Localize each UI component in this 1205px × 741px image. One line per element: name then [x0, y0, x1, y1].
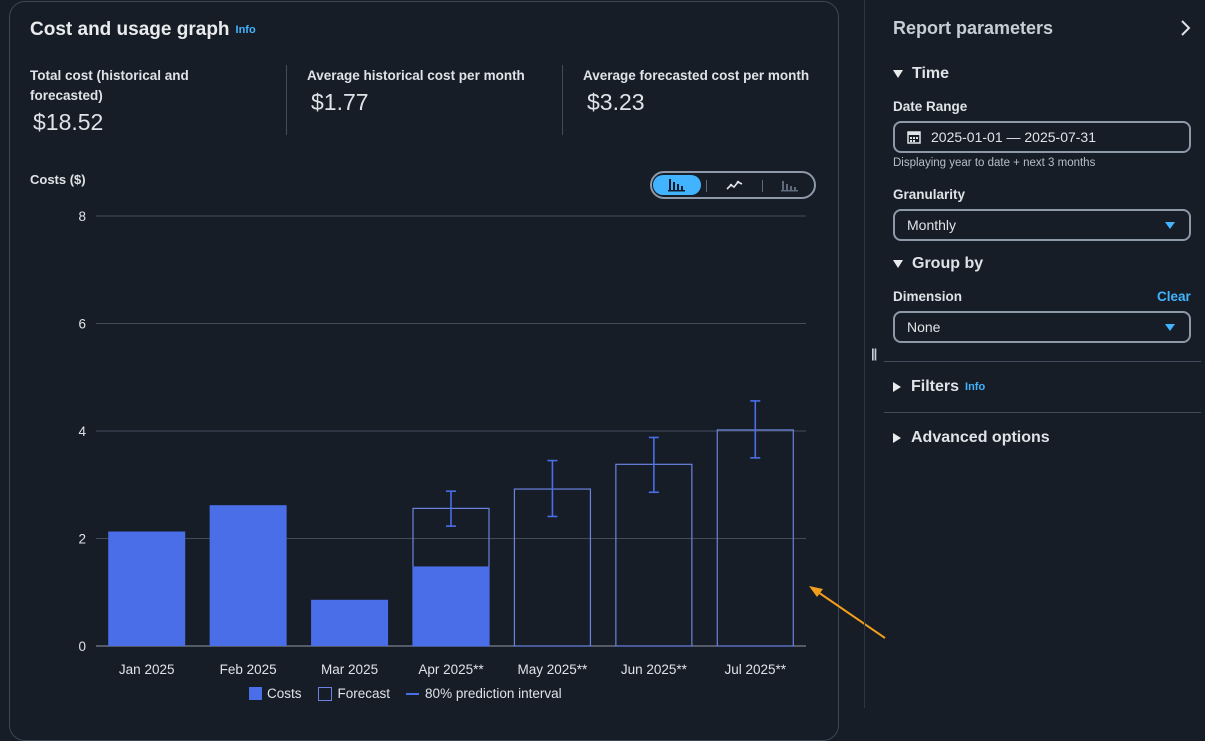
- caret-down-icon: [893, 70, 903, 78]
- stat-divider: [562, 65, 563, 135]
- bar-chart-icon: [668, 179, 685, 192]
- dimension-label: Dimension: [893, 289, 963, 304]
- legend-interval[interactable]: 80% prediction interval: [406, 686, 562, 701]
- stat-total-cost: Total cost (historical and forecasted) $…: [30, 66, 189, 136]
- panel-title: Cost and usage graph Info: [30, 19, 256, 41]
- chart-type-toggle: [650, 171, 816, 199]
- x-tick-label: Jan 2025: [119, 662, 175, 677]
- stat-label: Average forecasted cost per month: [583, 68, 810, 83]
- section-divider: [884, 361, 1201, 362]
- stat-avg-forecast: Average forecasted cost per month $3.23: [583, 66, 809, 116]
- legend-interval-label: 80% prediction interval: [425, 686, 562, 701]
- line-chart-button[interactable]: [711, 175, 759, 195]
- x-tick-label: May 2025**: [518, 662, 589, 677]
- section-divider: [884, 412, 1201, 413]
- stat-value: $18.52: [33, 109, 104, 135]
- dimension-value: None: [907, 319, 941, 335]
- x-tick-label: Jul 2025**: [725, 662, 787, 677]
- date-range-value: 2025-01-01 — 2025-07-31: [931, 129, 1097, 145]
- dimension-select[interactable]: None: [893, 311, 1191, 343]
- dropdown-caret-icon: [1165, 222, 1175, 229]
- y-tick-label: 2: [78, 532, 86, 547]
- stat-divider: [286, 65, 287, 135]
- clear-link[interactable]: Clear: [1157, 289, 1191, 304]
- filters-label: Filters: [911, 378, 960, 395]
- forecast-bar: [716, 429, 794, 647]
- y-tick-label: 4: [78, 424, 86, 439]
- stat-avg-historical: Average historical cost per month $1.77: [307, 66, 525, 116]
- stacked-bar-chart-button[interactable]: [766, 175, 814, 195]
- legend-costs-label: Costs: [267, 686, 302, 701]
- chart-legend: Costs Forecast 80% prediction interval: [249, 686, 578, 701]
- line-chart-icon: [726, 180, 743, 190]
- interval-swatch: [406, 692, 420, 695]
- x-tick-label: Feb 2025: [220, 662, 277, 677]
- toggle-separator: [762, 180, 763, 192]
- bar-chart-button[interactable]: [653, 175, 701, 195]
- resize-handle[interactable]: ||: [871, 346, 877, 361]
- calendar-icon: [907, 131, 921, 144]
- y-axis-label: Costs ($): [30, 172, 86, 187]
- x-tick-label: Mar 2025: [321, 662, 378, 677]
- filters-section-toggle[interactable]: Filters Info: [893, 378, 985, 396]
- time-section-label: Time: [912, 65, 950, 82]
- granularity-value: Monthly: [907, 217, 957, 233]
- stat-value: $3.23: [587, 89, 645, 115]
- caret-right-icon: [893, 433, 901, 443]
- advanced-options-label: Advanced options: [911, 429, 1050, 446]
- legend-costs[interactable]: Costs: [249, 686, 302, 701]
- panel-title-text: Cost and usage graph: [30, 19, 230, 40]
- legend-forecast-label: Forecast: [337, 686, 391, 701]
- granularity-select[interactable]: Monthly: [893, 209, 1191, 241]
- stat-label-line: Total cost (historical and: [30, 68, 189, 83]
- cost-bar: [108, 531, 186, 646]
- stacked-bar-chart-icon: [781, 181, 798, 192]
- stat-label-line: forecasted): [30, 88, 103, 103]
- stat-label: Total cost (historical and forecasted): [30, 66, 189, 106]
- date-range-hint: Displaying year to date + next 3 months: [893, 157, 1096, 169]
- caret-right-icon: [893, 382, 901, 392]
- caret-down-icon: [893, 260, 903, 268]
- panel-divider: [864, 0, 865, 708]
- cost-bar: [209, 505, 287, 646]
- advanced-options-toggle[interactable]: Advanced options: [893, 429, 1050, 447]
- cost-chart: 0 2 4 6 8 Jan 2025 Feb 2025 Mar 2025 Apr 2025** M…: [78, 209, 806, 677]
- time-section-toggle[interactable]: Time: [893, 65, 949, 83]
- legend-forecast[interactable]: Forecast: [317, 686, 391, 701]
- report-parameters-title: Report parameters: [893, 18, 1054, 38]
- group-by-label: Group by: [912, 255, 984, 272]
- x-tick-label: Jun 2025**: [621, 662, 688, 677]
- stat-value: $1.77: [311, 89, 369, 115]
- toggle-separator: [706, 180, 707, 192]
- chevron-right-icon[interactable]: [1178, 18, 1196, 38]
- granularity-label: Granularity: [893, 187, 966, 202]
- filters-info-link[interactable]: Info: [965, 381, 986, 393]
- y-tick-label: 0: [78, 639, 86, 654]
- info-link[interactable]: Info: [235, 23, 256, 36]
- stat-label: Average historical cost per month: [307, 68, 525, 83]
- dropdown-caret-icon: [1165, 324, 1175, 331]
- y-tick-label: 8: [78, 209, 86, 224]
- forecast-swatch: [317, 686, 332, 701]
- x-tick-label: Apr 2025**: [418, 662, 484, 677]
- y-tick-label: 6: [78, 317, 86, 332]
- cost-bar: [412, 566, 490, 646]
- date-range-label: Date Range: [893, 99, 968, 114]
- costs-swatch: [249, 687, 262, 700]
- date-range-input[interactable]: 2025-01-01 — 2025-07-31: [893, 121, 1191, 153]
- group-by-section-toggle[interactable]: Group by: [893, 255, 983, 273]
- cost-bar: [311, 599, 389, 646]
